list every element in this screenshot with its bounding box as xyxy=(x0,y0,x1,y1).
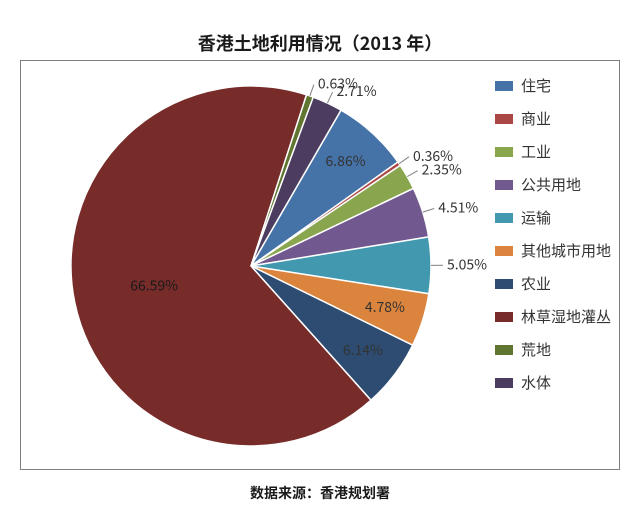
legend-swatch xyxy=(495,345,513,355)
chart-footer: 数据来源：香港规划署 xyxy=(0,483,640,503)
legend-item: 荒地 xyxy=(495,333,611,366)
legend-item: 农业 xyxy=(495,267,611,300)
legend-label: 公共用地 xyxy=(521,168,581,201)
slice-label: 4.51% xyxy=(438,198,478,218)
leader-line xyxy=(423,209,434,213)
legend-label: 林草湿地灌丛 xyxy=(521,300,611,333)
legend-label: 水体 xyxy=(521,366,551,399)
legend: 住宅商业工业公共用地运输其他城市用地农业林草湿地灌丛荒地水体 xyxy=(495,69,611,399)
slice-label: 6.86% xyxy=(326,151,366,171)
legend-item: 住宅 xyxy=(495,69,611,102)
legend-swatch xyxy=(495,312,513,322)
legend-label: 住宅 xyxy=(521,69,551,102)
leader-line xyxy=(407,171,417,177)
legend-label: 运输 xyxy=(521,201,551,234)
legend-swatch xyxy=(495,279,513,289)
legend-item: 公共用地 xyxy=(495,168,611,201)
legend-label: 荒地 xyxy=(521,333,551,366)
legend-item: 商业 xyxy=(495,102,611,135)
chart-title: 香港土地利用情况（2013 年） xyxy=(0,30,640,56)
legend-item: 林草湿地灌丛 xyxy=(495,300,611,333)
slice-label: 2.35% xyxy=(422,160,462,180)
legend-swatch xyxy=(495,213,513,223)
leader-line xyxy=(327,92,332,103)
legend-label: 工业 xyxy=(521,135,551,168)
legend-swatch xyxy=(495,147,513,157)
slice-label: 5.05% xyxy=(447,254,487,274)
legend-item: 运输 xyxy=(495,201,611,234)
legend-label: 其他城市用地 xyxy=(521,234,611,267)
legend-label: 农业 xyxy=(521,267,551,300)
legend-swatch xyxy=(495,81,513,91)
leader-line xyxy=(310,85,314,96)
chart-panel: 6.86%0.36%2.35%4.51%5.05%4.78%6.14%66.59… xyxy=(20,60,620,470)
legend-swatch xyxy=(495,246,513,256)
slice-label: 4.78% xyxy=(365,297,405,317)
leader-line xyxy=(399,157,409,164)
legend-swatch xyxy=(495,180,513,190)
legend-label: 商业 xyxy=(521,102,551,135)
legend-item: 工业 xyxy=(495,135,611,168)
legend-item: 其他城市用地 xyxy=(495,234,611,267)
legend-item: 水体 xyxy=(495,366,611,399)
slice-label: 2.71% xyxy=(337,81,377,101)
slice-label: 6.14% xyxy=(343,340,383,360)
legend-swatch xyxy=(495,378,513,388)
legend-swatch xyxy=(495,114,513,124)
slice-label: 66.59% xyxy=(130,275,178,295)
